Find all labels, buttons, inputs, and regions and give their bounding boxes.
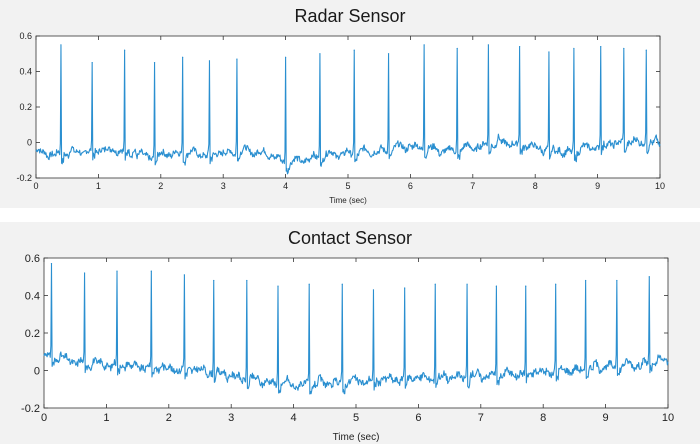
x-tick-label: 4 <box>283 181 288 191</box>
beat-peak-point <box>600 46 602 48</box>
beat-peak-point <box>124 49 126 51</box>
beat-peak-point <box>153 62 156 64</box>
x-tick-label: 8 <box>540 412 546 424</box>
beat-peak-point <box>277 285 279 287</box>
beat-peak-point <box>50 263 53 265</box>
y-tick-label: 0 <box>27 138 32 148</box>
beat-peak-point <box>404 287 406 289</box>
beat-peak-point <box>387 53 390 55</box>
beat-peak-point <box>466 283 468 285</box>
x-axis-label: Time (sec) <box>329 196 367 205</box>
beat-peak-point <box>645 49 647 51</box>
y-tick-label: 0.4 <box>19 67 32 77</box>
beat-peak-point <box>208 60 211 62</box>
x-tick-label: 1 <box>103 412 109 424</box>
y-tick-label: 0 <box>34 365 40 377</box>
x-tick-label: 0 <box>33 181 38 191</box>
x-tick-label: 3 <box>221 181 226 191</box>
x-tick-label: 2 <box>158 181 163 191</box>
x-tick-label: 7 <box>478 412 484 424</box>
signal-line <box>43 263 669 395</box>
beat-peak-point <box>236 58 238 60</box>
y-tick-label: 0.4 <box>25 290 40 302</box>
beat-peak-point <box>372 289 375 291</box>
beat-peak-point <box>83 272 86 274</box>
x-tick-label: 6 <box>408 181 413 191</box>
beat-peak-point <box>555 283 557 285</box>
beat-peak-point <box>423 44 425 46</box>
chart-title: Radar Sensor <box>294 6 406 26</box>
y-tick-label: 0.6 <box>19 31 32 41</box>
beat-peak-point <box>623 47 625 50</box>
beat-peak-point <box>648 276 650 278</box>
y-tick-label: 0.2 <box>19 102 32 112</box>
x-tick-label: 6 <box>415 412 421 424</box>
beat-peak-point <box>495 285 497 287</box>
beat-peak-point <box>548 51 550 53</box>
y-tick-label: -0.2 <box>21 403 40 415</box>
beat-peak-point <box>616 279 618 282</box>
beat-peak-point <box>525 285 527 287</box>
beat-peak-point <box>150 270 152 272</box>
beat-peak-point <box>183 274 185 276</box>
plot-area <box>43 257 669 409</box>
x-tick-label: 5 <box>353 412 359 424</box>
beat-peak-point <box>246 279 248 282</box>
plot-area <box>35 35 661 179</box>
beat-peak-point <box>116 270 118 272</box>
x-tick-label: 5 <box>345 181 350 191</box>
x-tick-label: 9 <box>595 181 600 191</box>
x-tick-label: 1 <box>96 181 101 191</box>
signal-line <box>35 44 661 175</box>
beat-peak-point <box>308 283 310 285</box>
contact-chart-panel: Contact Sensor 0 1 2 3 4 5 6 7 8 9 10 -0.2 0 0.2 0.4 0.… <box>0 222 700 444</box>
x-tick-label: 4 <box>291 412 297 424</box>
y-tick-label: 0.2 <box>25 328 40 340</box>
beat-peak-point <box>319 53 321 55</box>
beat-peak-point <box>341 283 343 285</box>
beat-peak-point <box>91 62 93 64</box>
beat-peak-point <box>213 279 215 282</box>
beat-peak-point <box>353 49 355 51</box>
beat-peak-point <box>60 44 62 46</box>
beat-peak-point <box>285 56 287 58</box>
x-tick-label: 3 <box>228 412 234 424</box>
x-tick-label: 2 <box>166 412 172 424</box>
beat-peak-point <box>585 279 587 282</box>
y-tick-label: 0.6 <box>25 253 40 265</box>
x-tick-label: 8 <box>533 181 538 191</box>
x-tick-label: 10 <box>662 412 674 424</box>
radar-chart-panel: Radar Sensor 0 1 2 3 4 5 6 7 8 9 10 -0.2 0 0.2 0.4 0.6 T… <box>0 0 700 208</box>
beat-peak-point <box>487 44 489 46</box>
beat-peak-point <box>519 46 521 48</box>
x-axis-label: Time (sec) <box>333 432 380 443</box>
x-tick-label: 7 <box>470 181 475 191</box>
x-tick-label: 0 <box>41 412 47 424</box>
y-tick-label: -0.2 <box>16 173 32 183</box>
chart-title: Contact Sensor <box>287 228 413 248</box>
beat-peak-point <box>456 47 458 50</box>
beat-peak-point <box>182 56 184 58</box>
beat-peak-point <box>434 283 436 285</box>
beat-peak-point <box>573 47 575 50</box>
x-tick-label: 10 <box>655 181 665 191</box>
x-tick-label: 9 <box>603 412 609 424</box>
